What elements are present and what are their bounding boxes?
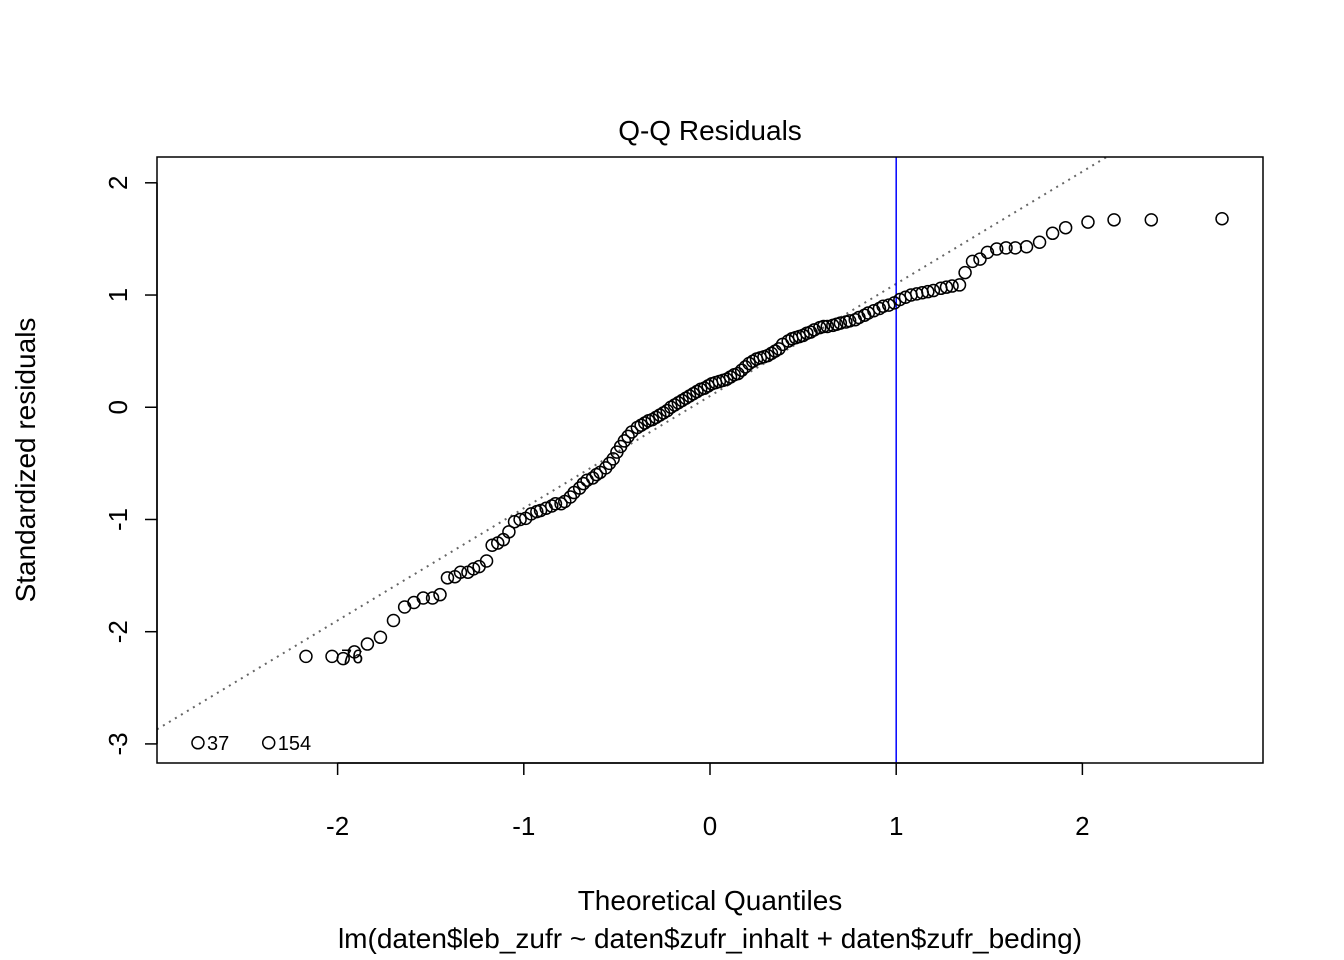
- data-point: [952, 278, 967, 292]
- data-point: [973, 252, 987, 266]
- data-point: [299, 649, 313, 664]
- point-label: 37: [207, 733, 229, 755]
- y-tick-label: 0: [103, 400, 133, 414]
- reference-layer: [156, 156, 1108, 731]
- chart-title: Q-Q Residuals: [618, 115, 802, 146]
- data-point: [816, 319, 831, 334]
- reference-line: [156, 156, 1108, 731]
- y-tick-label: 2: [103, 176, 133, 190]
- data-point: [772, 342, 786, 356]
- data-point: [989, 242, 1004, 256]
- data-point: [945, 279, 959, 293]
- data-point: [261, 736, 276, 750]
- data-point: [360, 637, 375, 651]
- x-axis-label: Theoretical Quantiles: [578, 885, 843, 916]
- data-point: [191, 736, 205, 750]
- point-label: 154: [278, 733, 311, 755]
- data-point: [606, 452, 620, 466]
- data-point: [1058, 220, 1073, 235]
- data-point: [939, 280, 954, 294]
- data-point: [347, 645, 362, 659]
- data-point: [1144, 213, 1159, 227]
- x-tick-label: 0: [703, 811, 717, 841]
- x-tick-label: -1: [512, 811, 535, 841]
- data-point: [833, 316, 848, 330]
- data-point: [336, 651, 350, 666]
- data-point: [921, 284, 935, 299]
- data-point: [386, 613, 401, 628]
- data-point: [617, 434, 632, 448]
- data-point: [513, 512, 527, 527]
- data-point: [433, 587, 447, 602]
- data-point: [479, 554, 494, 568]
- data-point: [1081, 215, 1095, 229]
- data-point: [416, 591, 431, 605]
- data-point: [958, 265, 972, 280]
- data-point: [621, 429, 635, 444]
- data-point: [1019, 240, 1034, 254]
- x-tick-label: 2: [1075, 811, 1089, 841]
- data-point: [453, 565, 468, 579]
- x-tick-label: -2: [326, 811, 349, 841]
- data-point: [440, 571, 455, 585]
- y-axis-label: Standardized residuals: [10, 318, 41, 603]
- data-point: [980, 245, 995, 260]
- x-axis: -2 -1 0 1 2: [326, 762, 1090, 841]
- points-layer: [191, 211, 1229, 750]
- data-point: [1107, 213, 1121, 227]
- data-point: [999, 241, 1013, 255]
- x-tick-label: 1: [889, 811, 903, 841]
- data-point: [563, 490, 578, 504]
- y-tick-label: -2: [103, 620, 133, 643]
- y-tick-label: 1: [103, 288, 133, 302]
- data-point: [373, 630, 388, 645]
- data-point: [842, 314, 857, 328]
- point-label: 76: [341, 646, 363, 668]
- data-point: [1215, 211, 1229, 226]
- data-point: [502, 525, 516, 539]
- data-point: [731, 366, 745, 381]
- data-point: [734, 363, 749, 377]
- data-point: [820, 319, 835, 334]
- data-point: [602, 456, 617, 471]
- data-point: [572, 481, 587, 495]
- y-tick-label: -3: [103, 732, 133, 755]
- data-point: [598, 461, 613, 475]
- point-label-layer: 37 154 76: [207, 646, 363, 754]
- data-point: [425, 591, 440, 605]
- y-tick-label: -1: [103, 508, 133, 531]
- data-point: [965, 254, 980, 269]
- data-point: [548, 497, 563, 511]
- y-axis: -3 -2 -1 0 1 2: [103, 176, 158, 755]
- chart-subtitle: lm(daten$leb_zufr ~ daten$zufr_inhalt + …: [338, 923, 1082, 954]
- data-point: [926, 283, 941, 298]
- data-point: [1032, 235, 1047, 250]
- data-point: [1045, 226, 1060, 241]
